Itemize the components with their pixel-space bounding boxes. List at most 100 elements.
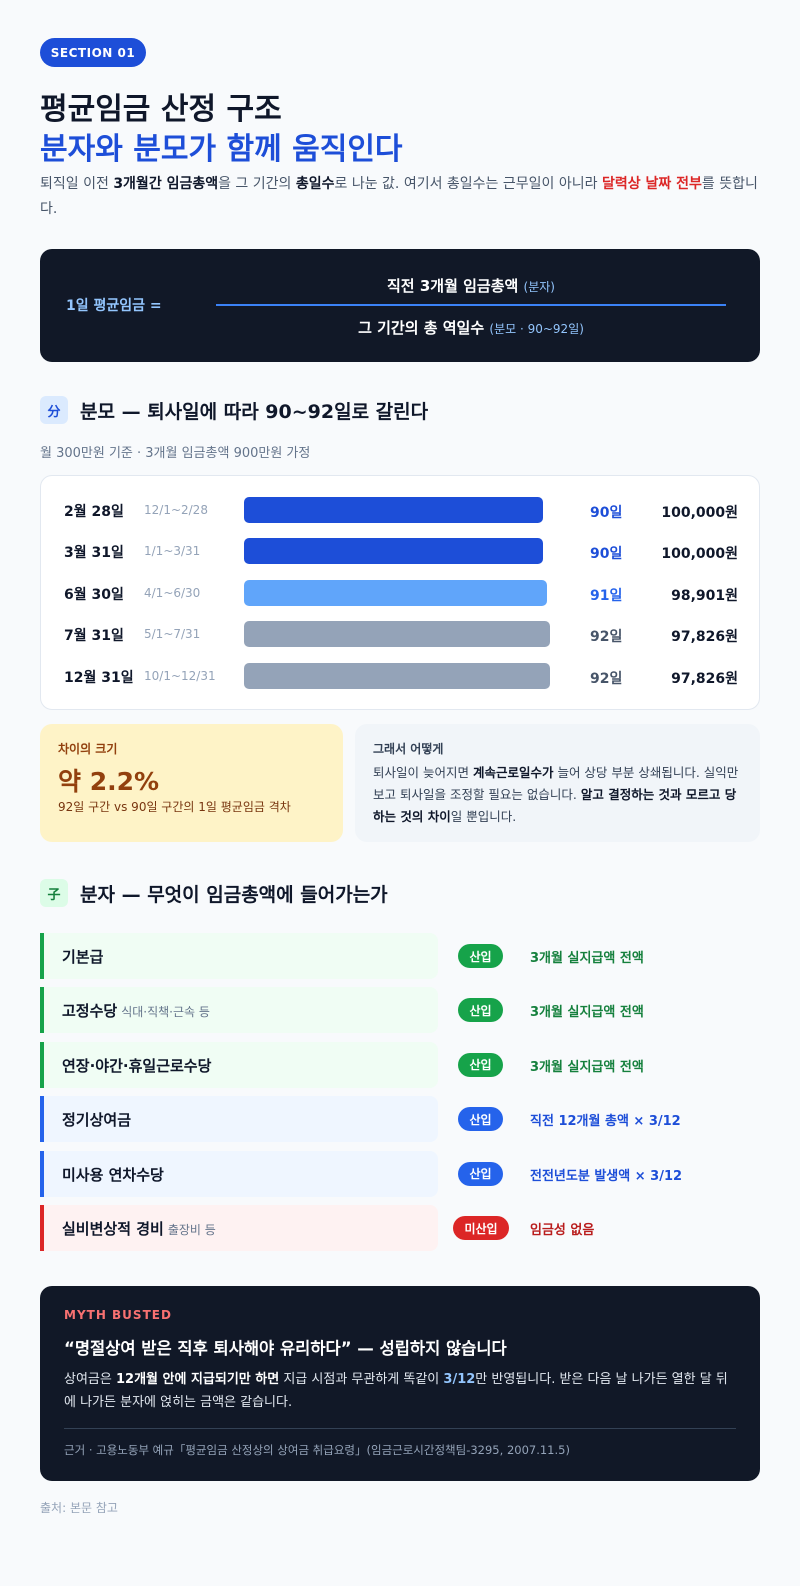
myth-body: 상여금은 12개월 안에 지급되기만 하면 지급 시점과 무관하게 똑같이 3/… xyxy=(64,1372,728,1410)
page-title: 평균임금 산정 구조 xyxy=(40,92,282,127)
denominator-table: 2월 28일 12/1~2/28 90일 100,000원 3월 31일 1/1~3/31… xyxy=(40,475,760,710)
intro-paragraph: 퇴직일 이전 3개월간 임금총액을 그 기간의 총일수로 나눈 값. 여기서 총… xyxy=(40,176,758,217)
footer-source: 출처: 본문 참고 xyxy=(40,1501,118,1515)
numerator-row: 기본급 산입 3개월 실지급액 전액 xyxy=(40,933,760,979)
row-amount: 98,901원 xyxy=(671,588,738,604)
row-date: 2월 28일 xyxy=(64,504,124,520)
difference-card: 차이의 크기 약 2.2% 92일 구간 vs 90일 구간의 1일 평균임금 … xyxy=(40,724,343,842)
row-range: 5/1~7/31 xyxy=(144,627,201,641)
denominator-heading: 分 분모 — 퇴사일에 따라 90~92일로 갈린다 xyxy=(40,396,428,424)
bar-track xyxy=(244,621,550,647)
myth-source: 근거 · 고용노동부 예규「평균임금 산정상의 상여금 취급요령」(임금근로시간… xyxy=(64,1443,570,1457)
bar-track xyxy=(244,497,550,523)
inclusion-badge: 산입 xyxy=(458,1107,503,1132)
calc-rule: 직전 12개월 총액 × 3/12 xyxy=(530,1114,681,1130)
myth-panel: MYTH BUSTED “명절상여 받은 직후 퇴사해야 유리하다” — 성립하… xyxy=(40,1286,760,1481)
item-name-text: 기본급 xyxy=(62,948,104,966)
numerator-row: 고정수당 식대·직책·근속 등 산입 3개월 실지급액 전액 xyxy=(40,987,760,1034)
so-what-card: 그래서 어떻게 퇴사일이 늦어지면 계속근로일수가 늘어 상당 부분 상쇄됩니다… xyxy=(355,724,760,842)
row-range: 4/1~6/30 xyxy=(144,586,201,600)
days-bar xyxy=(244,580,547,606)
myth-headline: “명절상여 받은 직후 퇴사해야 유리하다” — 성립하지 않습니다 xyxy=(64,1339,507,1358)
myth-divider xyxy=(64,1428,736,1429)
so-what-label: 그래서 어떻게 xyxy=(373,742,444,756)
inclusion-badge: 산입 xyxy=(458,944,503,968)
days-bar xyxy=(244,663,550,689)
denominator-row: 7월 31일 5/1~7/31 92일 97,826원 xyxy=(41,621,761,647)
page-subtitle: 분자와 분모가 함께 움직인다 xyxy=(40,132,403,167)
row-date: 7월 31일 xyxy=(64,628,124,644)
item-box: 실비변상적 경비 출장비 등 xyxy=(40,1205,438,1251)
calc-rule: 전전년도분 발생액 × 3/12 xyxy=(530,1168,683,1184)
row-amount: 97,826원 xyxy=(671,629,738,645)
item-name: 고정수당 식대·직책·근속 등 xyxy=(62,1000,210,1021)
calc-rule: 임금성 없음 xyxy=(530,1223,595,1238)
formula-panel: 1일 평균임금 = 직전 3개월 임금총액 (분자) 그 기간의 총 역일수 (… xyxy=(40,249,760,362)
item-box: 기본급 xyxy=(40,933,438,979)
row-amount: 97,826원 xyxy=(671,671,738,687)
inclusion-badge: 산입 xyxy=(458,998,503,1023)
row-days: 91일 xyxy=(590,588,623,604)
item-name-text: 미사용 연차수당 xyxy=(62,1165,164,1184)
item-box: 정기상여금 xyxy=(40,1096,438,1143)
formula-numerator: 직전 3개월 임금총액 (분자) xyxy=(387,277,555,295)
item-name-text: 고정수당 xyxy=(62,1002,118,1021)
fraction-bar xyxy=(216,304,726,306)
difference-desc: 92일 구간 vs 90일 구간의 1일 평균임금 격차 xyxy=(58,800,291,814)
item-box: 고정수당 식대·직책·근속 등 xyxy=(40,987,438,1034)
row-range: 12/1~2/28 xyxy=(144,503,208,517)
item-name: 기본급 xyxy=(62,946,103,967)
inclusion-badge: 산입 xyxy=(458,1052,503,1077)
row-range: 1/1~3/31 xyxy=(144,544,201,558)
numerator-heading: 子 분자 — 무엇이 임금총액에 들어가는가 xyxy=(40,879,388,907)
numerator-row: 실비변상적 경비 출장비 등 미산입 임금성 없음 xyxy=(40,1205,760,1251)
row-days: 90일 xyxy=(590,546,623,562)
inclusion-badge: 산입 xyxy=(458,1161,503,1186)
row-amount: 100,000원 xyxy=(661,505,738,521)
formula-denominator: 그 기간의 총 역일수 (분모 · 90~92일) xyxy=(358,319,584,337)
item-note: 출장비 등 xyxy=(167,1223,216,1237)
item-name-text: 연장·야간·휴일근로수당 xyxy=(62,1056,212,1075)
denominator-heading-text: 분모 — 퇴사일에 따라 90~92일로 갈린다 xyxy=(80,400,429,423)
numerator-row: 연장·야간·휴일근로수당 산입 3개월 실지급액 전액 xyxy=(40,1041,760,1088)
zi-char-icon: 子 xyxy=(40,879,68,907)
denominator-row: 12월 31일 10/1~12/31 92일 97,826원 xyxy=(41,663,761,689)
denominator-row: 3월 31일 1/1~3/31 90일 100,000원 xyxy=(41,538,761,564)
row-amount: 100,000원 xyxy=(661,546,738,562)
numerator-heading-text: 분자 — 무엇이 임금총액에 들어가는가 xyxy=(80,883,388,906)
item-name: 미사용 연차수당 xyxy=(62,1164,164,1185)
page: SECTION 01 평균임금 산정 구조 분자와 분모가 함께 움직인다 퇴직… xyxy=(40,0,760,1586)
item-name: 실비변상적 경비 출장비 등 xyxy=(62,1218,216,1239)
section-badge: SECTION 01 xyxy=(40,38,146,67)
row-days: 92일 xyxy=(590,671,623,687)
row-days: 92일 xyxy=(590,629,623,645)
item-name: 연장·야간·휴일근로수당 xyxy=(62,1055,211,1076)
numerator-row: 미사용 연차수당 산입 전전년도분 발생액 × 3/12 xyxy=(40,1150,760,1197)
days-bar xyxy=(244,538,544,564)
row-days: 90일 xyxy=(590,505,623,521)
bar-track xyxy=(244,580,550,606)
inclusion-badge: 미산입 xyxy=(453,1216,509,1240)
difference-value: 약 2.2% xyxy=(58,767,160,796)
myth-label: MYTH BUSTED xyxy=(64,1308,172,1322)
denominator-note: 월 300만원 기준 · 3개월 임금총액 900만원 가정 xyxy=(40,446,311,461)
calc-rule: 3개월 실지급액 전액 xyxy=(530,1059,644,1075)
item-name: 정기상여금 xyxy=(62,1109,131,1130)
difference-label: 차이의 크기 xyxy=(58,742,118,756)
item-box: 미사용 연차수당 xyxy=(40,1150,438,1197)
item-note: 식대·직책·근속 등 xyxy=(121,1005,210,1020)
days-bar xyxy=(244,497,544,523)
denominator-row: 2월 28일 12/1~2/28 90일 100,000원 xyxy=(41,497,761,523)
item-box: 연장·야간·휴일근로수당 xyxy=(40,1041,438,1088)
row-date: 12월 31일 xyxy=(64,670,134,686)
row-date: 6월 30일 xyxy=(64,587,124,603)
calc-rule: 3개월 실지급액 전액 xyxy=(530,1005,644,1021)
item-name-text: 정기상여금 xyxy=(62,1111,132,1130)
bar-track xyxy=(244,663,550,689)
numerator-row: 정기상여금 산입 직전 12개월 총액 × 3/12 xyxy=(40,1096,760,1143)
days-bar xyxy=(244,621,550,647)
so-what-desc: 퇴사일이 늦어지면 계속근로일수가 늘어 상당 부분 상쇄됩니다. 실익만 보고… xyxy=(373,765,739,824)
fen-char-icon: 分 xyxy=(40,396,68,424)
calc-rule: 3개월 실지급액 전액 xyxy=(530,951,644,966)
row-date: 3월 31일 xyxy=(64,545,124,561)
